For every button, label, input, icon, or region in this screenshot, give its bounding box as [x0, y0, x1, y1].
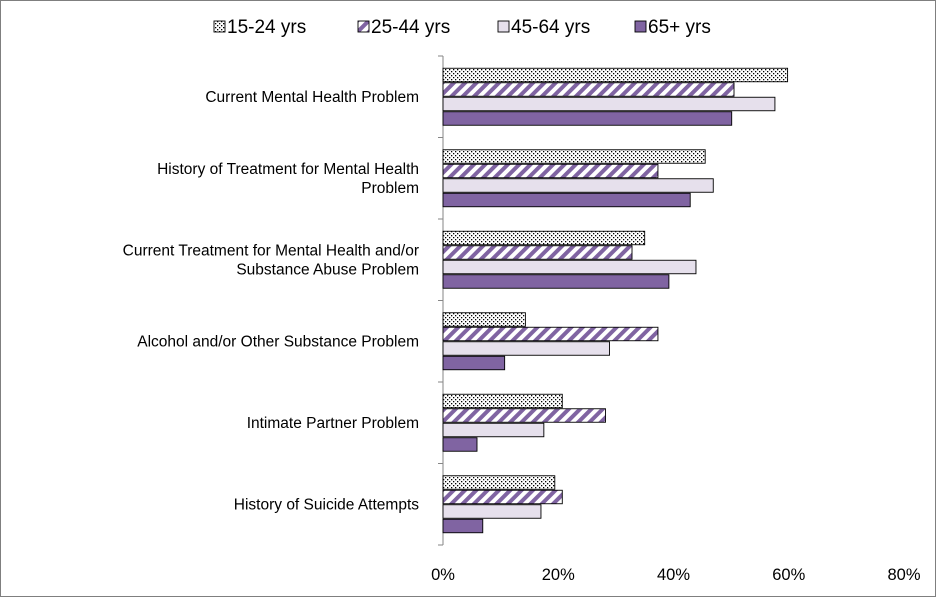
bar-15-24-yrs-6	[442, 475, 556, 490]
bar-25-44-yrs-4	[442, 326, 659, 342]
legend-label: 45-64 yrs	[511, 17, 590, 38]
bar-45-64-yrs-1	[442, 96, 776, 112]
bar-65-yrs-4	[442, 355, 506, 371]
legend-swatch	[497, 20, 510, 33]
bar-45-64-yrs-6	[442, 504, 542, 519]
bar-25-44-yrs-5	[442, 408, 606, 423]
x-axis: 0% 20% 40% 60% 80%	[431, 566, 921, 584]
category-label: History of Treatment for Mental Health Pr…	[157, 161, 419, 197]
legend-item: 15-24 yrs	[213, 17, 306, 38]
legend-swatch	[634, 20, 647, 33]
bar-15-24-yrs-5	[442, 393, 563, 409]
legend-item: 45-64 yrs	[497, 17, 590, 38]
bar-15-24-yrs-3	[442, 230, 646, 246]
bar-25-44-yrs-3	[442, 245, 633, 260]
bar-65-yrs-3	[442, 274, 670, 289]
x-tick-label: 60%	[772, 566, 805, 584]
legend-label: 25-44 yrs	[371, 17, 450, 38]
bar-25-44-yrs-1	[442, 82, 735, 97]
category-axis: Current Mental Health Problem History of …	[123, 55, 444, 546]
x-tick-label: 20%	[542, 566, 575, 584]
category-label: History of Suicide Attempts	[234, 496, 419, 513]
legend-item: 65+ yrs	[634, 17, 711, 38]
category-label: Current Treatment for Mental Health and/…	[123, 242, 419, 278]
legend-label: 65+ yrs	[648, 17, 711, 38]
bar-65-yrs-1	[442, 111, 733, 126]
bar-25-44-yrs-6	[442, 489, 563, 505]
x-tick-label: 40%	[657, 566, 690, 584]
legend-swatch	[357, 20, 370, 33]
bar-45-64-yrs-3	[442, 259, 697, 275]
bar-65-yrs-2	[442, 192, 691, 208]
x-tick-label: 0%	[431, 566, 455, 584]
bar-65-yrs-6	[442, 518, 484, 534]
bar-15-24-yrs-1	[442, 67, 789, 83]
x-tick-label: 80%	[887, 566, 920, 584]
legend-swatch	[213, 20, 226, 33]
category-label: Current Mental Health Problem	[205, 89, 419, 106]
bar-65-yrs-5	[442, 437, 478, 452]
legend-item: 25-44 yrs	[357, 17, 450, 38]
bar-45-64-yrs-4	[442, 341, 610, 356]
legend-label: 15-24 yrs	[227, 17, 306, 38]
bar-15-24-yrs-4	[442, 312, 526, 327]
bar-45-64-yrs-5	[442, 422, 545, 438]
category-label: Intimate Partner Problem	[247, 415, 419, 432]
bar-45-64-yrs-2	[442, 178, 714, 193]
category-label: Alcohol and/or Other Substance Problem	[137, 333, 419, 350]
bar-25-44-yrs-2	[442, 163, 659, 179]
chart-legend: 15-24 yrs 25-44 yrs 45-64 yrs 65+ yrs	[213, 17, 711, 38]
bars	[442, 67, 789, 534]
bar-15-24-yrs-2	[442, 149, 706, 164]
